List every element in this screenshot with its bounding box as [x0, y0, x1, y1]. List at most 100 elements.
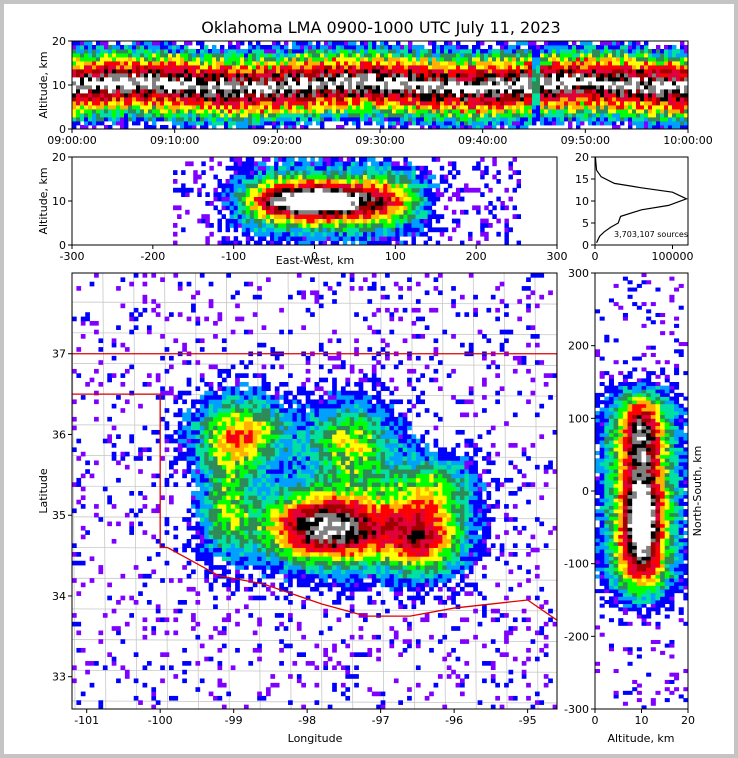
plan-view-cell — [191, 504, 196, 509]
ew-height-cell — [407, 187, 412, 193]
time-height-cell — [136, 57, 141, 62]
time-height-cell — [360, 105, 365, 110]
time-height-cell — [556, 61, 561, 66]
time-height-cell — [436, 105, 441, 110]
plan-view-cell — [142, 682, 148, 688]
time-height-cell — [324, 89, 329, 94]
time-height-cell — [504, 41, 509, 46]
time-height-cell — [636, 93, 641, 98]
plan-view-cell — [195, 591, 201, 596]
time-height-cell — [576, 105, 581, 110]
time-height-cell — [84, 69, 89, 74]
time-height-cell — [608, 85, 613, 90]
time-height-cell — [120, 89, 125, 94]
time-height-cell — [432, 113, 437, 118]
time-height-cell — [532, 45, 537, 50]
time-height-cell — [104, 81, 109, 86]
time-height-cell — [188, 113, 193, 118]
time-height-cell — [176, 49, 181, 54]
ew-height-cell — [298, 192, 303, 197]
time-height-cell — [416, 53, 421, 58]
time-height-cell — [616, 101, 621, 106]
time-height-cell — [196, 41, 201, 46]
time-height-cell — [560, 73, 565, 78]
time-height-cell — [192, 125, 197, 129]
plan-view-cell — [124, 399, 130, 405]
time-height-cell — [636, 89, 641, 94]
time-height-cell — [452, 45, 457, 50]
ew-height-cell — [298, 201, 303, 206]
plan-view-cell — [169, 499, 174, 505]
time-height-cell — [596, 49, 601, 54]
ew-height-cell — [314, 214, 319, 219]
time-height-cell — [384, 45, 389, 50]
ew-height-cell — [237, 192, 243, 197]
time-height-cell — [380, 77, 385, 82]
plan-view-cell — [138, 508, 143, 514]
ew-height-cell — [375, 231, 380, 237]
time-height-cell — [460, 61, 465, 66]
time-height-cell — [144, 85, 149, 90]
time-height-cell — [672, 69, 677, 74]
time-height-cell — [224, 57, 229, 62]
time-height-cell — [132, 57, 137, 62]
time-height-cell — [552, 89, 557, 94]
time-height-cell — [184, 121, 189, 126]
time-height-cell — [76, 97, 81, 102]
ew-height-cell — [245, 240, 251, 245]
plan-view-cell — [72, 508, 77, 514]
ew-height-cell — [298, 209, 303, 215]
time-height-cell — [208, 85, 213, 90]
time-height-cell — [240, 105, 245, 110]
time-height-cell — [564, 97, 569, 102]
ew-height-cell — [241, 214, 247, 219]
time-height-cell — [240, 65, 245, 70]
plan-view-cell — [155, 395, 161, 400]
time-height-cell — [192, 65, 197, 70]
time-height-cell — [136, 53, 141, 58]
time-height-cell — [480, 57, 485, 62]
plan-view-cell — [107, 499, 112, 505]
plan-view-cell — [133, 600, 139, 605]
plan-view-cell — [199, 347, 205, 352]
ew-height-cell — [415, 209, 420, 215]
time-height-cell — [344, 73, 349, 78]
plan-view-cell — [133, 565, 139, 570]
time-height-cell — [364, 57, 369, 62]
plan-view-cell — [204, 429, 209, 435]
time-height-cell — [624, 113, 629, 118]
plan-view-cell — [173, 525, 179, 531]
time-height-cell — [276, 69, 281, 74]
time-height-cell — [668, 53, 673, 58]
time-height-cell — [200, 69, 205, 74]
time-height-cell — [516, 77, 521, 82]
time-height-cell — [640, 65, 645, 70]
time-height-cell — [364, 109, 369, 114]
time-height-cell — [608, 45, 613, 50]
ew-height-cell — [342, 231, 348, 237]
time-height-cell — [472, 89, 477, 94]
ew-height-cell — [407, 179, 412, 184]
ew-height-cell — [306, 240, 311, 245]
time-height-cell — [632, 113, 637, 118]
time-height-cell — [172, 125, 177, 129]
time-height-cell — [544, 101, 549, 106]
plan-view-cell — [164, 521, 170, 527]
plan-view-cell — [204, 530, 209, 535]
time-height-cell — [104, 65, 109, 70]
time-height-cell — [164, 49, 169, 54]
ew-height-cell — [322, 157, 328, 162]
plan-view-cell — [199, 412, 205, 418]
time-height-cell — [188, 105, 193, 110]
county-line — [133, 273, 138, 709]
time-height-cell — [148, 65, 153, 70]
time-height-cell — [388, 77, 393, 82]
time-height-cell — [656, 105, 661, 110]
time-height-cell — [664, 101, 669, 106]
ew-height-cell — [274, 240, 279, 245]
plan-view-cell — [160, 456, 165, 461]
time-height-cell — [668, 93, 673, 98]
time-height-cell — [432, 53, 437, 58]
time-height-cell — [536, 45, 541, 50]
time-height-cell — [632, 89, 637, 94]
